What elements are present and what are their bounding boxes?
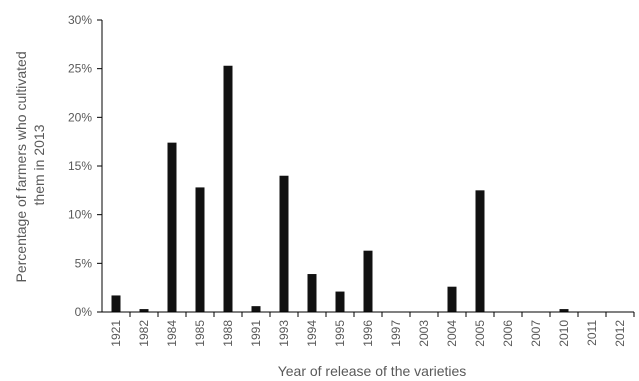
y-tick-label: 15% [68,159,92,173]
bars [111,65,569,312]
x-tick-label-2010: 2010 [557,320,571,347]
y-tick-label: 0% [75,305,93,319]
x-tick-label-1994: 1994 [305,320,319,347]
bar-1991 [251,306,261,312]
x-tick-label-1997: 1997 [389,320,403,347]
x-axis-ticks: 1921 1982 1984 1985 1988 1991 1993 1994 1995 1996… [109,312,635,347]
y-tick-label: 20% [68,110,92,124]
x-tick-label-1991: 1991 [249,320,263,347]
x-tick-label-1984: 1984 [165,320,179,347]
x-tick-label-2004: 2004 [445,320,459,347]
x-tick-label-1988: 1988 [221,320,235,347]
x-tick-label-1995: 1995 [333,320,347,347]
bar-1995 [335,291,345,312]
y-axis-title-line-2: them in 2013 [31,124,47,205]
x-tick-label-1993: 1993 [277,320,291,347]
x-tick-label-1982: 1982 [137,320,151,347]
bar-1985 [195,187,205,312]
x-tick-label-2012: 2012 [613,320,627,347]
x-tick-label-2003: 2003 [417,320,431,347]
x-tick-label-1985: 1985 [193,320,207,347]
bar-1993 [279,175,289,312]
bar-1984 [167,142,177,312]
x-tick-label-2011: 2011 [585,320,599,346]
y-tick-label: 25% [68,62,92,76]
y-axis-ticks: 0% 5% 10% 15% 20% 25% 30% [68,13,102,319]
x-tick-label-1921: 1921 [109,320,123,347]
x-tick-label-2005: 2005 [473,320,487,347]
bar-2004 [447,286,457,312]
y-tick-label: 10% [68,208,92,222]
x-axis-title: Year of release of the varieties [278,363,467,379]
y-tick-label: 5% [75,256,93,270]
bar-2010 [559,309,569,312]
bar-1996 [363,250,373,312]
bar-1994 [307,274,317,312]
bar-2005 [475,190,485,312]
bar-1921 [111,295,121,312]
bar-1982 [139,309,149,312]
y-axis-title-line-1: Percentage of farmers who cultivated [13,51,29,282]
y-tick-label: 30% [68,13,92,27]
y-axis-title: Percentage of farmers who cultivated the… [13,47,47,282]
x-tick-label-1996: 1996 [361,320,375,347]
bar-1988 [223,65,233,312]
x-tick-label-2006: 2006 [501,320,515,347]
x-tick-label-2007: 2007 [529,320,543,347]
